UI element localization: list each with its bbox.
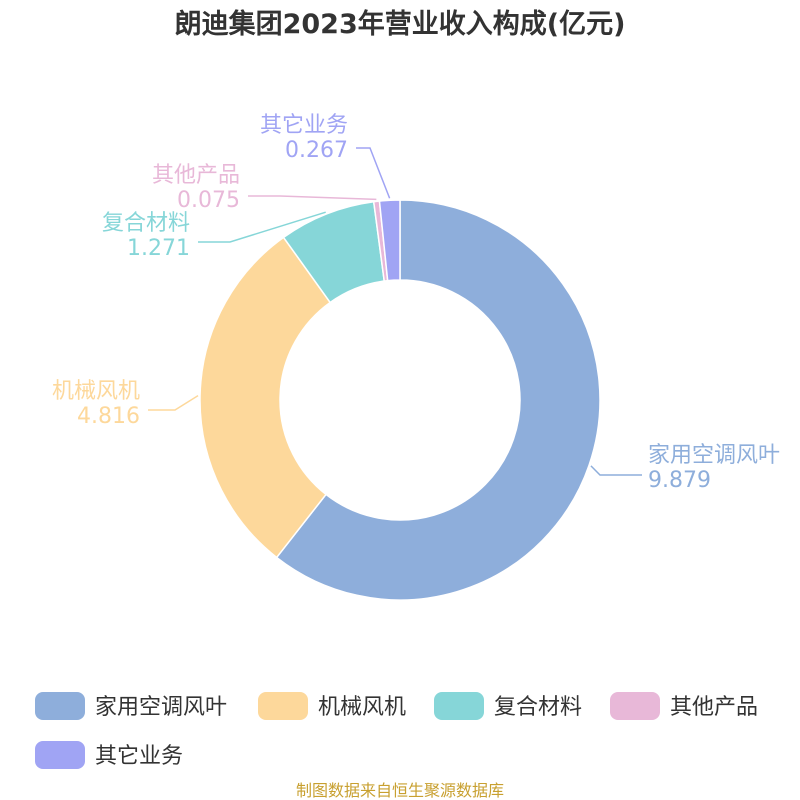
pie-slice <box>199 236 332 559</box>
leader-line <box>248 195 377 201</box>
leader-line <box>356 147 391 199</box>
slice-value-label: 4.816 <box>77 404 140 429</box>
slice-category-label: 其它业务 <box>260 113 348 138</box>
slice-category-label: 其他产品 <box>152 163 240 188</box>
slice-value-label: 0.267 <box>285 138 348 163</box>
pie-slice <box>378 199 401 282</box>
leader-line <box>198 211 326 243</box>
slice-value-label: 0.075 <box>177 188 240 213</box>
legend-swatch <box>35 692 85 720</box>
leader-line <box>590 465 642 476</box>
pie-slice <box>275 199 601 601</box>
slice-category-label: 家用空调风叶 <box>648 443 780 468</box>
legend-label: 机械风机 <box>318 695 406 720</box>
slice-category-label: 机械风机 <box>52 379 140 404</box>
legend-swatch <box>258 692 308 720</box>
legend-label: 其它业务 <box>95 744 183 769</box>
slice-value-label: 1.271 <box>127 236 190 261</box>
slices-group <box>199 199 601 601</box>
legend-label: 其他产品 <box>670 695 758 720</box>
source-note: 制图数据来自恒生聚源数据库 <box>296 781 504 800</box>
leader-line <box>148 395 199 411</box>
slice-value-label: 9.879 <box>648 468 711 493</box>
chart-title: 朗迪集团2023年营业收入构成(亿元) <box>175 8 626 40</box>
legend-swatch <box>610 692 660 720</box>
legend-label: 复合材料 <box>494 695 582 720</box>
legend-label: 家用空调风叶 <box>95 695 227 720</box>
slice-category-label: 复合材料 <box>102 211 190 236</box>
legend-swatch <box>35 741 85 769</box>
legend-swatch <box>434 692 484 720</box>
